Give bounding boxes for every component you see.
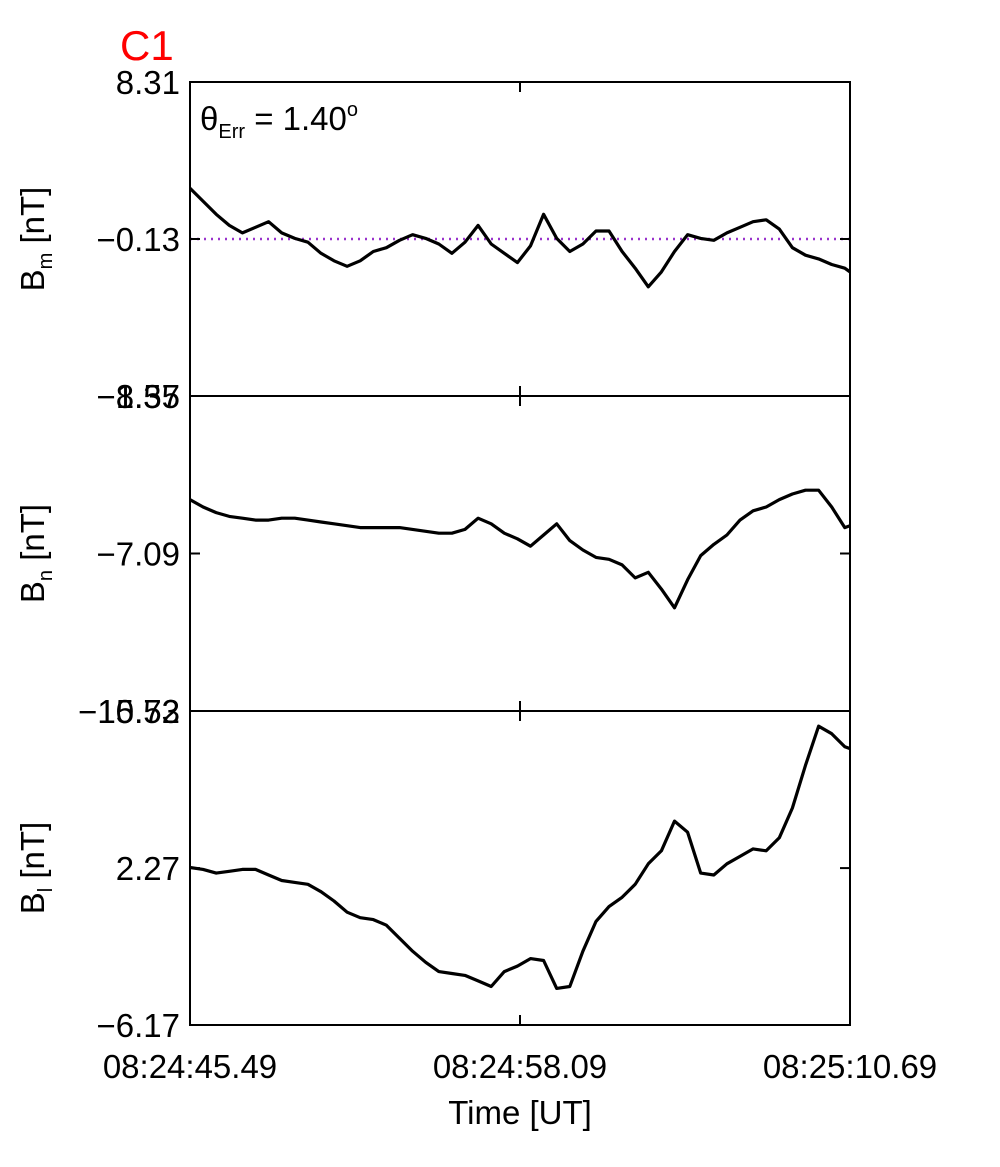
y-axis-label: Bm [nT] [14,187,57,292]
y-tick-label: −15.53 [78,693,180,730]
x-tick-label: 08:24:45.49 [103,1048,277,1085]
axes-frame [189,710,851,1026]
y-axis-label: Bn [nT] [14,504,57,603]
x-axis-label: Time [UT] [448,1094,592,1131]
y-tick-label: −0.13 [97,221,181,258]
theta-error-annotation: θErr = 1.40o [200,99,358,143]
panel-bm: 8.31 −0.13 −8.57 Bm [nT] [14,64,851,415]
y-tick-label: 2.27 [116,850,180,887]
y-tick-label: −6.17 [97,1007,181,1044]
x-tick-label: 08:25:10.69 [763,1048,937,1085]
series-line-bm [190,186,850,289]
panel-bn: 1.35 −7.09 −15.53 Bn [nT] [14,378,851,730]
panel-bl: 10.72 2.27 −6.17 Bl [nT] [14,693,851,1044]
y-axis-label: Bl [nT] [14,822,57,915]
y-tick-label: −7.09 [97,536,181,573]
y-tick-label: 8.31 [116,64,180,101]
panel-label: C1 [120,22,174,69]
axes-layer: 8.31 −0.13 −8.57 Bm [nT] 1.35 −7.09 −15.53 Bn [… [14,64,937,1085]
y-tick-label: 1.35 [116,378,180,415]
series-line-bl [190,724,850,990]
axes-frame [189,395,851,712]
x-tick-label: 08:24:58.09 [433,1048,607,1085]
y-tick-label: 10.72 [97,693,180,730]
series-line-bn [190,488,850,610]
y-tick-label: −8.57 [97,378,181,415]
